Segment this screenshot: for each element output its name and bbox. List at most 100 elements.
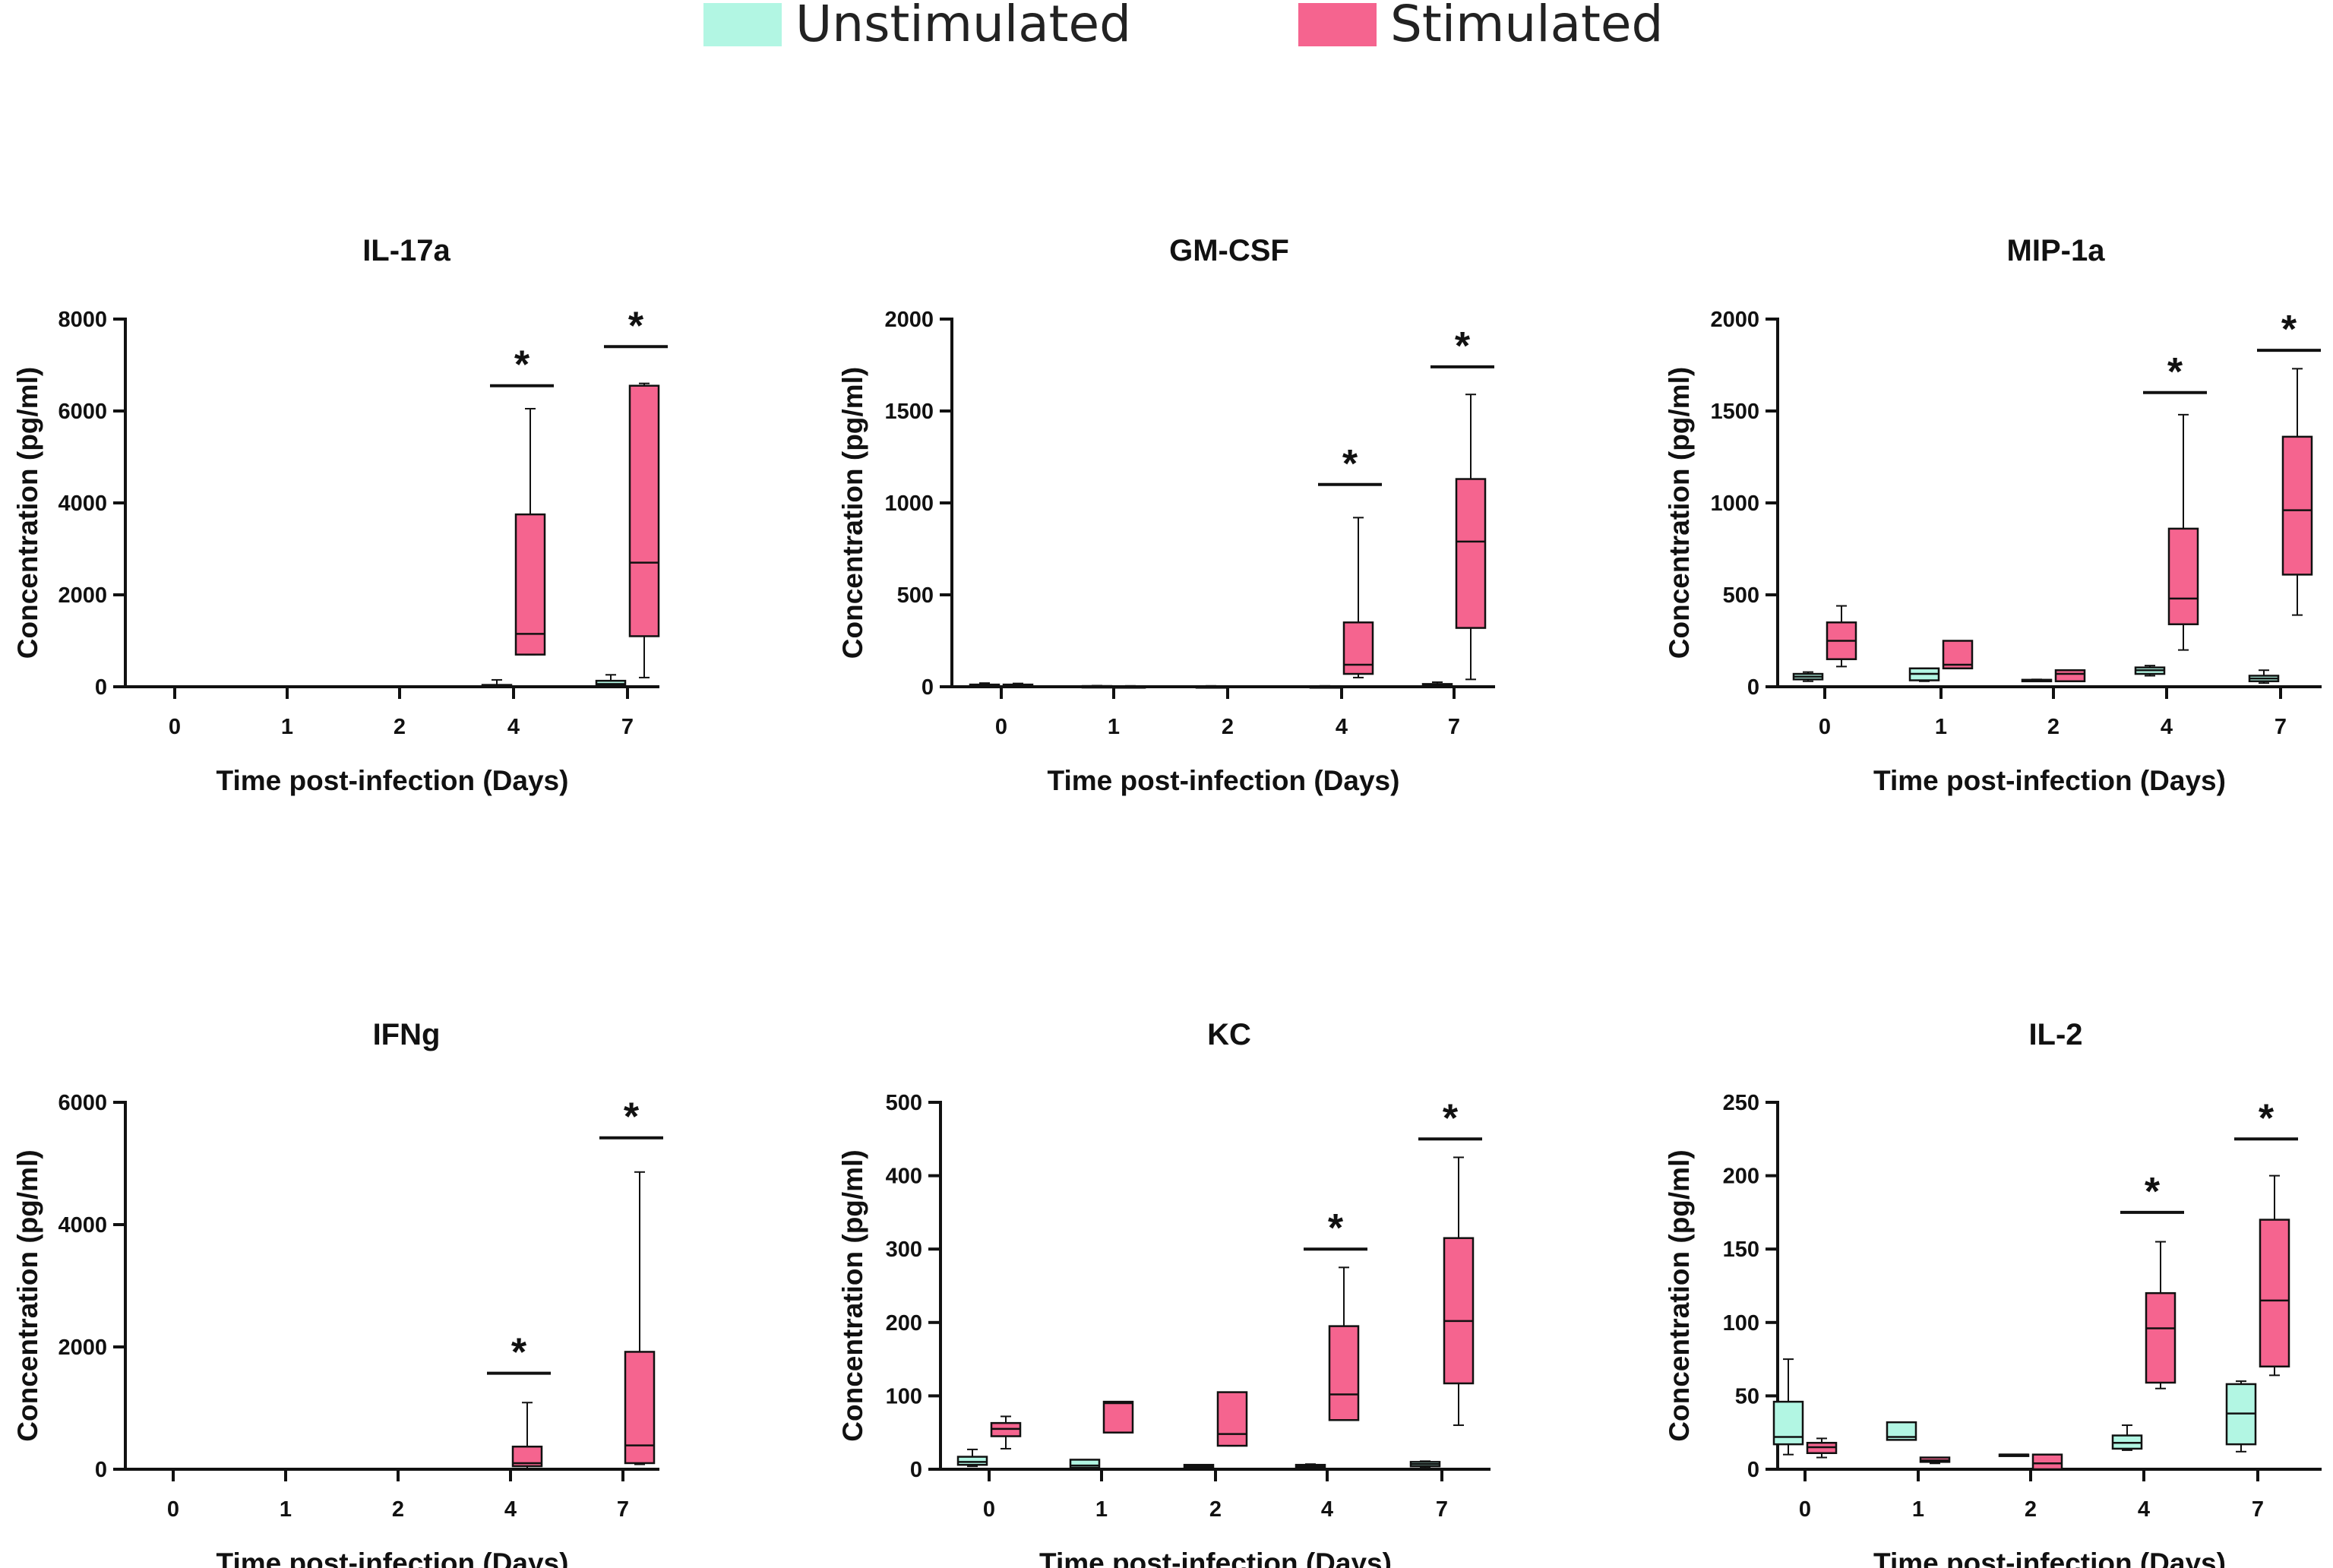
panel-3-y-tick-label-1: 500 <box>1723 583 1759 608</box>
panel-1-y-axis-label: Concentration (pg/ml) <box>12 367 43 659</box>
panel-2-y-tick-label-1: 500 <box>897 583 934 608</box>
panel-2-y-tick-label-2: 1000 <box>884 492 934 516</box>
panel-3-x-tick-label-2: 2 <box>2047 715 2060 739</box>
panel-2-y-axis-label: Concentration (pg/ml) <box>837 367 868 659</box>
panel-5-x-axis-label: Time post-infection (Days) <box>1039 1547 1392 1568</box>
panel-1-y-tick-label-3: 6000 <box>58 400 107 424</box>
panel-5-x-tick-label-2: 2 <box>1209 1497 1222 1522</box>
panel-6-x-tick-label-0: 0 <box>1799 1497 1811 1522</box>
panel-4-x-tick-label-3: 4 <box>504 1497 517 1522</box>
panel-1-y-tick-label-4: 8000 <box>58 308 107 332</box>
panel-2-x-tick-label-4: 7 <box>1448 715 1460 739</box>
panel-6-y-tick-label-5: 250 <box>1723 1091 1759 1115</box>
panel-1-stim-box-7 <box>628 384 660 637</box>
panel-5-significance-star-0: * <box>1328 1206 1344 1250</box>
panel-5-y-tick-label-2: 200 <box>886 1311 922 1336</box>
panel-5-stim-box-2 <box>1216 1391 1248 1447</box>
panel-2-x-tick-label-3: 4 <box>1336 715 1348 739</box>
panel-6-stim-box-7 <box>2259 1219 2290 1368</box>
panel-5-stim-box-7 <box>1443 1237 1475 1385</box>
panel-1-y-tick-label-0: 0 <box>95 675 107 700</box>
panel-5-y-tick-label-3: 300 <box>886 1238 922 1262</box>
panel-5-stim-box-1 <box>1102 1400 1134 1434</box>
panel-5-significance-star-1: * <box>1443 1096 1459 1140</box>
panel-1-x-axis-label: Time post-infection (Days) <box>217 765 569 796</box>
panel-6-x-tick-label-4: 7 <box>2252 1497 2264 1522</box>
panel-3-x-tick-label-4: 7 <box>2275 715 2287 739</box>
panel-5-x-tick-label-3: 4 <box>1321 1497 1333 1522</box>
panel-3-title: MIP-1a <box>2007 234 2106 267</box>
panel-1-x-tick-label-1: 1 <box>281 715 293 739</box>
panel-5-unstim-box-0 <box>956 1456 988 1466</box>
panel-2-y-tick-label-0: 0 <box>922 675 934 700</box>
panel-5-x-tick-label-1: 1 <box>1095 1497 1108 1522</box>
panel-3-stim-box-2 <box>2054 669 2086 682</box>
panel-3-stim-box-4 <box>2167 527 2199 625</box>
panel-5-y-tick-label-1: 100 <box>886 1384 922 1408</box>
panel-4-x-tick-label-1: 1 <box>280 1497 292 1522</box>
panel-1-x-tick-label-0: 0 <box>169 715 181 739</box>
panel-1-x-tick-label-4: 7 <box>621 715 634 739</box>
panel-1-x-tick-label-2: 2 <box>394 715 406 739</box>
panel-3-y-tick-label-4: 2000 <box>1710 308 1759 332</box>
panel-1-y-tick-label-2: 4000 <box>58 492 107 516</box>
panel-4-significance-star-0: * <box>511 1331 527 1375</box>
panel-4-stim-box-7 <box>624 1351 656 1465</box>
panel-1-y-tick-label-1: 2000 <box>58 583 107 608</box>
panel-2-stim-box-4 <box>1342 621 1374 675</box>
panel-6-stim-box-2 <box>2031 1453 2063 1471</box>
panel-2-x-tick-label-1: 1 <box>1108 715 1120 739</box>
panel-4-title: IFNg <box>373 1018 441 1051</box>
panel-3-x-axis-label: Time post-infection (Days) <box>1873 765 2226 796</box>
panel-1-x-tick-label-3: 4 <box>507 715 520 739</box>
panel-3-x-tick-label-3: 4 <box>2161 715 2173 739</box>
panel-6-significance-star-1: * <box>2259 1096 2275 1140</box>
panel-4-significance-star-1: * <box>624 1095 640 1140</box>
panel-5-y-axis-label: Concentration (pg/ml) <box>837 1149 868 1441</box>
panel-3-x-tick-label-1: 1 <box>1935 715 1947 739</box>
panel-6-unstim-box-1 <box>1886 1421 1917 1441</box>
panel-2-x-axis-label: Time post-infection (Days) <box>1048 765 1400 796</box>
panel-5-stim-box-4 <box>1328 1325 1360 1421</box>
panel-4-y-tick-label-1: 2000 <box>58 1336 107 1360</box>
panel-2-significance-star-1: * <box>1455 324 1471 368</box>
panel-3-y-tick-label-2: 1000 <box>1710 492 1759 516</box>
panel-4-x-tick-label-4: 7 <box>617 1497 629 1522</box>
panel-5-title: KC <box>1207 1018 1251 1051</box>
legend-label-unstimulated: Unstimulated <box>795 0 1132 53</box>
panel-3-x-tick-label-0: 0 <box>1819 715 1831 739</box>
panel-1-title: IL-17a <box>362 234 450 267</box>
panel-6-significance-star-0: * <box>2145 1170 2161 1214</box>
panel-5-y-tick-label-5: 500 <box>886 1091 922 1115</box>
panel-2-x-tick-label-2: 2 <box>1222 715 1234 739</box>
panel-5-y-tick-label-4: 400 <box>886 1165 922 1189</box>
panel-1-significance-star-0: * <box>514 343 530 387</box>
panel-6-y-axis-label: Concentration (pg/ml) <box>1664 1149 1695 1441</box>
legend: Unstimulated Stimulated <box>0 0 2333 53</box>
panel-2-y-tick-label-3: 1500 <box>884 400 934 424</box>
panel-1-significance-star-1: * <box>628 304 644 348</box>
panel-6-unstim-box-0 <box>1772 1400 1804 1446</box>
panel-5-x-tick-label-4: 7 <box>1436 1497 1448 1522</box>
panel-3-y-axis-label: Concentration (pg/ml) <box>1664 367 1695 659</box>
panel-2-significance-star-0: * <box>1342 442 1358 486</box>
panel-3-significance-star-1: * <box>2281 308 2297 352</box>
legend-item-stimulated: Stimulated <box>1298 0 1663 49</box>
panel-6-x-tick-label-3: 4 <box>2138 1497 2150 1522</box>
panel-2-title: GM-CSF <box>1169 234 1289 267</box>
panel-2-stim-box-7 <box>1455 478 1487 629</box>
legend-swatch-stimulated <box>1298 2 1377 46</box>
panel-3-stim-box-7 <box>2281 435 2313 576</box>
panel-4-y-tick-label-0: 0 <box>95 1458 107 1482</box>
panel-3-y-tick-label-0: 0 <box>1747 675 1759 700</box>
panel-1-stim-box-4 <box>514 513 546 656</box>
panel-4-y-axis-label: Concentration (pg/ml) <box>12 1149 43 1441</box>
panel-3-significance-star-0: * <box>2167 350 2183 394</box>
panel-6-title: IL-2 <box>2028 1018 2082 1051</box>
panel-4-x-axis-label: Time post-infection (Days) <box>217 1547 569 1568</box>
legend-label-stimulated: Stimulated <box>1390 0 1664 53</box>
panel-4-y-tick-label-2: 4000 <box>58 1213 107 1238</box>
legend-item-unstimulated: Unstimulated <box>703 0 1131 49</box>
panel-2-x-tick-label-0: 0 <box>995 715 1007 739</box>
panel-6-y-tick-label-4: 200 <box>1723 1165 1759 1189</box>
